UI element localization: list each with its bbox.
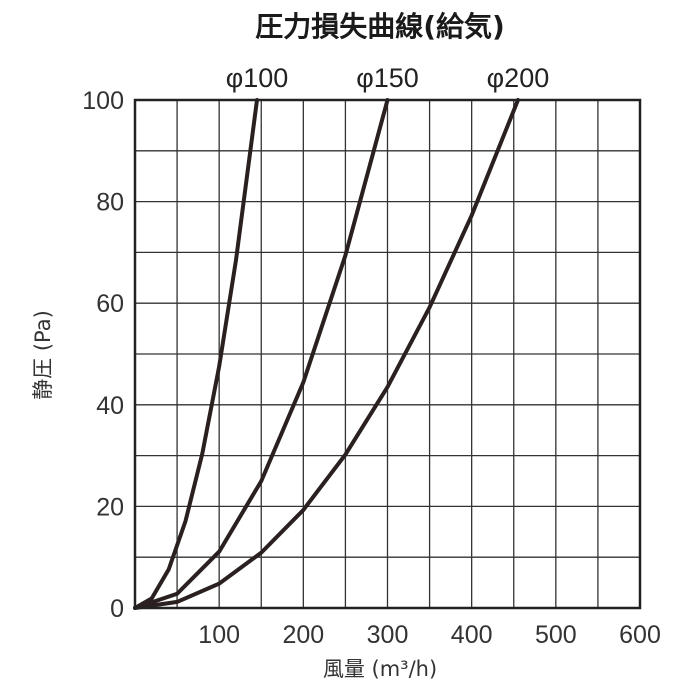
- series-label: φ150: [356, 63, 419, 93]
- x-tick-label: 400: [451, 621, 493, 649]
- y-tick-label: 40: [96, 392, 124, 420]
- x-tick-label: 300: [367, 621, 409, 649]
- x-tick-label: 100: [198, 621, 240, 649]
- y-tick-label: 0: [110, 595, 124, 623]
- x-axis-label: 風量 (m³/h): [323, 657, 437, 681]
- series-label: φ200: [487, 63, 550, 93]
- series-labels: φ100 φ150 φ200: [226, 63, 549, 93]
- y-tick-labels: 0 20 40 60 80 100: [82, 87, 124, 623]
- y-tick-label: 60: [96, 290, 124, 318]
- series-line: [133, 98, 390, 610]
- x-tick-label: 200: [282, 621, 324, 649]
- y-tick-label: 80: [96, 189, 124, 217]
- series-label: φ100: [226, 63, 289, 93]
- series-line: [133, 98, 259, 610]
- x-tick-labels: 100 200 300 400 500 600: [198, 621, 661, 649]
- x-tick-label: 600: [619, 621, 661, 649]
- plot-frame: [133, 98, 642, 610]
- y-tick-label: 20: [96, 493, 124, 521]
- chart-title: 圧力損失曲線(給気): [255, 10, 505, 43]
- y-tick-label: 100: [82, 87, 124, 115]
- x-tick-label: 500: [535, 621, 577, 649]
- y-axis-label: 静圧 (Pa): [31, 310, 55, 400]
- series-curves: [133, 98, 520, 610]
- series-line: [133, 98, 520, 610]
- grid-lines: [135, 100, 640, 608]
